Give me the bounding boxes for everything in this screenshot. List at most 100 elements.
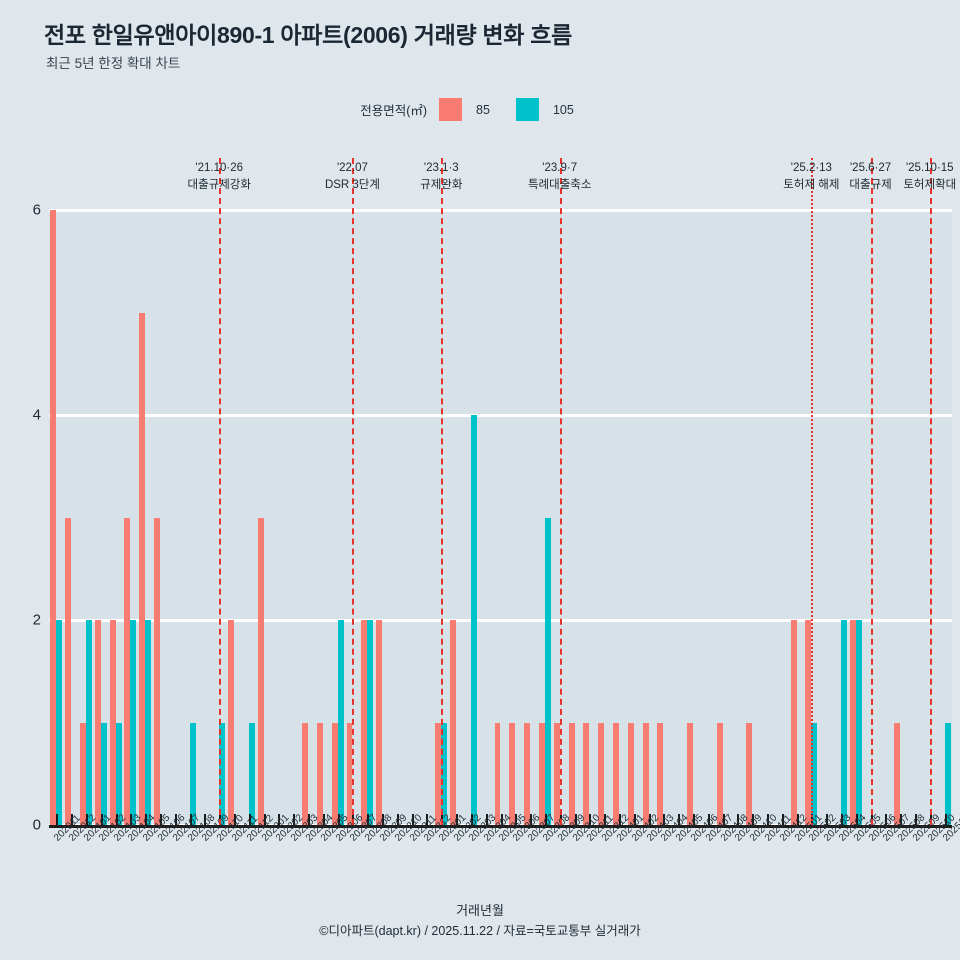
x-tick [367,814,370,825]
bar[interactable] [538,722,545,825]
bar[interactable] [50,210,57,825]
bar[interactable] [100,722,107,825]
bar[interactable] [86,620,92,825]
bar[interactable] [145,620,152,825]
legend-item-105[interactable]: 105 [515,98,574,121]
x-tick [633,814,636,825]
bar[interactable] [840,620,847,825]
event-date: '25.2·13 [790,162,832,174]
chart-legend: 전용면적(㎡) 85 105 [0,98,960,121]
bar[interactable] [367,620,374,825]
bar[interactable] [805,620,812,825]
bar[interactable] [248,722,255,825]
bar[interactable] [109,620,116,825]
bar[interactable] [130,620,137,825]
bar[interactable] [716,722,723,825]
x-tick [100,814,103,825]
x-tick [130,814,133,825]
bar[interactable] [470,415,477,825]
x-tick [604,814,607,825]
bar[interactable] [115,722,122,825]
event-date: '21.10·26 [195,162,244,174]
x-tick [263,814,266,825]
bar[interactable] [316,722,323,825]
x-tick [382,814,385,825]
bar[interactable] [56,620,63,825]
event-title: 특례대출축소 [527,178,592,191]
x-tick [826,814,829,825]
event-label: '25.2·13 토허제 해제 [783,160,839,193]
x-tick [86,814,88,825]
bar[interactable] [598,722,605,825]
event-date: '25.6·27 [849,162,892,174]
bar[interactable] [746,722,753,825]
event-title: 토허제 해제 [783,178,840,191]
x-tick [160,814,163,825]
bar[interactable] [494,722,501,825]
event-date: '22.07 [336,162,368,174]
x-tick [411,814,414,825]
page-title: 전포 한일유앤아이890-1 아파트(2006) 거래량 변화 흐름 [44,22,572,48]
bar[interactable] [189,722,196,825]
event-title: 규제완화 [420,178,463,191]
bar[interactable] [441,722,448,825]
y-tick-label: 6 [32,201,41,219]
bar[interactable] [219,722,226,825]
bar[interactable] [553,722,560,825]
bar[interactable] [583,722,590,825]
x-tick [944,814,947,825]
gridline [49,208,952,212]
bar[interactable] [65,517,72,825]
bar[interactable] [642,722,649,825]
x-tick [278,814,281,825]
bar[interactable] [435,722,442,825]
bar[interactable] [849,620,856,825]
bar[interactable] [80,722,86,825]
event-date: '23.1·3 [423,162,459,174]
event-line [870,158,873,825]
bar[interactable] [944,722,951,825]
bar[interactable] [228,620,235,825]
bar[interactable] [568,722,575,825]
bar[interactable] [687,722,693,825]
bar[interactable] [657,722,664,825]
footer-credit: ©디아파트(dapt.kr) / 2025.11.22 / 자료=국토교통부 실… [319,924,641,938]
bar[interactable] [154,517,160,825]
event-line [929,158,932,825]
bar[interactable] [627,722,634,825]
bar[interactable] [139,312,146,825]
bar[interactable] [613,722,619,825]
bar[interactable] [361,620,368,825]
gridline [49,413,952,417]
bar[interactable] [544,517,551,825]
bar[interactable] [302,722,309,825]
bar[interactable] [337,620,344,825]
bar[interactable] [524,722,531,825]
bar[interactable] [331,722,338,825]
bar[interactable] [894,722,901,825]
bar[interactable] [124,517,131,825]
legend-item-85[interactable]: 85 [439,98,490,121]
x-tick [796,814,799,825]
event-line [219,158,222,825]
x-tick [71,814,74,825]
bar[interactable] [346,722,353,825]
x-tick [337,814,340,825]
event-label: '21.10·26 대출규제강화 [187,160,250,193]
bar[interactable] [509,722,516,825]
bar[interactable] [811,722,818,825]
x-tick [663,814,666,825]
bar[interactable] [450,620,457,825]
bar[interactable] [94,620,101,825]
bar[interactable] [257,517,264,825]
bar[interactable] [376,620,383,825]
event-title: 토허제확대 [903,178,957,191]
bar[interactable] [790,620,797,825]
x-tick [914,814,917,825]
x-axis [49,814,952,828]
event-line [811,158,814,825]
page-subtitle: 최근 5년 한정 확대 차트 [46,56,181,71]
bar[interactable] [855,620,862,825]
event-line [559,158,562,825]
